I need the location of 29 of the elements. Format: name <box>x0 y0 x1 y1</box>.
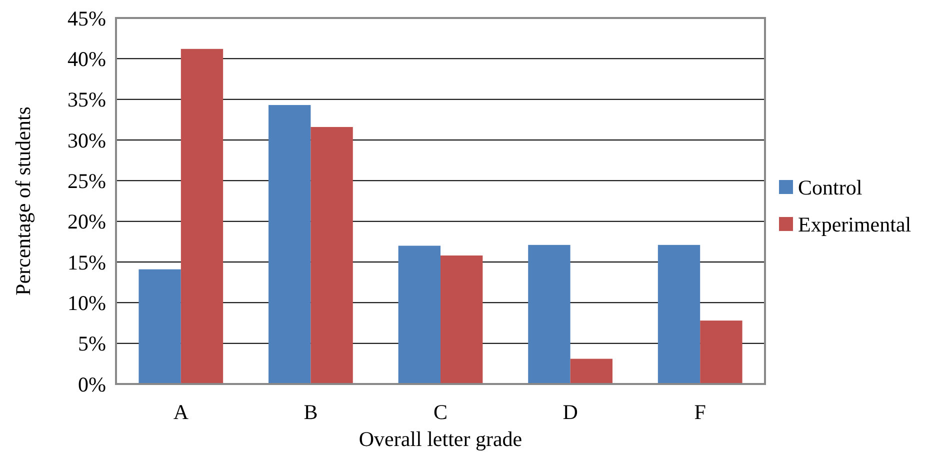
legend-label: Control <box>798 175 862 200</box>
x-tick-label: A <box>173 400 190 424</box>
bar <box>138 269 181 384</box>
y-tick-label: 0% <box>78 372 106 396</box>
bar <box>528 244 570 384</box>
y-tick-label: 5% <box>78 332 106 356</box>
y-tick-label: 10% <box>68 291 106 316</box>
legend-label: Experimental <box>798 212 912 236</box>
y-tick-label: 15% <box>68 250 106 274</box>
bar <box>440 255 483 384</box>
bar <box>398 246 440 384</box>
y-axis-title: Percentage of students <box>11 106 35 296</box>
x-tick-label: D <box>562 400 578 424</box>
bar <box>310 126 353 384</box>
y-tick-label: 30% <box>68 128 106 152</box>
x-axis-title: Overall letter grade <box>358 427 522 451</box>
bar <box>268 105 311 384</box>
y-tick-label: 40% <box>68 47 106 72</box>
y-tick-label: 35% <box>68 88 106 112</box>
bar <box>570 358 612 384</box>
y-tick-label: 25% <box>68 169 106 194</box>
bar <box>180 48 224 384</box>
bar <box>700 320 742 384</box>
bar <box>658 244 700 384</box>
x-tick-label: C <box>433 400 448 424</box>
y-tick-label: 45% <box>68 6 106 30</box>
y-tick-label: 20% <box>68 210 106 234</box>
x-tick-label: F <box>694 400 706 424</box>
x-tick-label: B <box>304 400 318 424</box>
